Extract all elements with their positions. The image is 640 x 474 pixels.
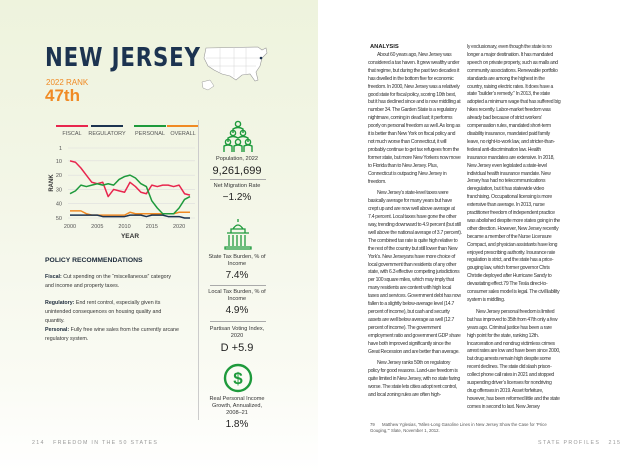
stat-state-tax: State Tax Burden, % of Income 7.4% — [205, 254, 269, 281]
divider — [210, 179, 266, 180]
divider — [210, 321, 266, 322]
page-title: NEW JERSEY — [45, 43, 201, 73]
people-icon — [223, 120, 253, 152]
footer-right: STATE PROFILES 215 — [538, 440, 621, 446]
stat-population: Population, 2022 9,261,699 — [205, 156, 269, 177]
left-page — [0, 0, 318, 474]
x-tick-label: 2010 — [118, 224, 130, 230]
analysis-column-2: ly exclusionary, even though the state i… — [467, 44, 561, 416]
legend-label: FISCAL — [62, 131, 82, 137]
stat-partisan-index: Partisan Voting Index, 2020 D +5.9 — [205, 326, 269, 354]
x-tick-label: 2005 — [91, 224, 103, 230]
policy-label: Personal: — [45, 327, 70, 333]
policy-heading: POLICY RECOMMENDATIONS — [45, 257, 143, 264]
dollar-icon: $ — [223, 363, 253, 393]
book-title: FREEDOM IN THE 50 STATES — [53, 440, 159, 446]
y-tick-label: 20 — [56, 173, 62, 179]
policy-personal: Personal: Fully free wine sales from the… — [45, 326, 180, 344]
policy-fiscal: Fiscal: Cut spending on the “miscellaneo… — [45, 273, 180, 291]
stat-value: 1.8% — [225, 419, 249, 430]
x-tick-label: 2000 — [64, 224, 76, 230]
stat-label: State Tax Burden, % of Income — [208, 254, 266, 267]
policy-text: Cut spending on the “miscellaneous” cate… — [45, 274, 172, 289]
series-line-fiscal — [69, 160, 191, 198]
series-line-regulatory — [70, 214, 190, 219]
y-axis-label: RANK — [49, 174, 55, 192]
stat-label: Partisan Voting Index, 2020 — [209, 326, 265, 339]
us-map-icon — [201, 46, 268, 91]
legend-label: OVERALL — [170, 131, 196, 137]
footnote-text: Matthew Yglesias, “Miles-Long Gasoline L… — [370, 422, 547, 433]
legend-label: REGULATORY — [88, 131, 126, 137]
y-tick-label: 30 — [56, 187, 62, 193]
paragraph: New Jersey ranks 50th on regulatory poli… — [368, 360, 460, 399]
stat-value: 7.4% — [225, 270, 249, 281]
footer-left: 214 FREEDOM IN THE 50 STATES — [32, 440, 158, 446]
right-page — [322, 0, 640, 474]
legend-item-personal: PERSONAL — [130, 125, 170, 137]
policy-text: Fully free wine sales from the currently… — [45, 327, 179, 342]
analysis-column-1: About 60 years ago, New Jersey was consi… — [368, 52, 462, 404]
policy-label: Regulatory: — [45, 300, 75, 306]
rank-label: 2022 RANK — [46, 78, 89, 87]
stat-label: Net Migration Rate — [213, 183, 261, 189]
paragraph: About 60 years ago, New Jersey was consi… — [368, 52, 461, 185]
footnote-number: 79 — [370, 422, 375, 427]
legend-swatch — [56, 125, 88, 127]
stat-label: Population, 2022 — [216, 156, 258, 162]
legend-swatch — [167, 125, 199, 127]
stat-label: Local Tax Burden, % of Income — [208, 289, 266, 302]
stat-value: 9,261,699 — [212, 165, 262, 177]
policy-label: Fiscal: — [45, 274, 62, 280]
page-number: 214 — [32, 440, 45, 446]
page-number: 215 — [608, 440, 622, 446]
paragraph: New Jersey’s state-level taxes were basi… — [368, 190, 462, 355]
divider — [210, 285, 266, 286]
policy-regulatory: Regulatory: End rent control, especially… — [45, 299, 180, 326]
x-tick-label: 2015 — [146, 224, 158, 230]
x-axis-label: YEAR — [121, 233, 139, 240]
legend-item-fiscal: FISCAL — [52, 125, 92, 137]
legend-swatch — [134, 125, 166, 127]
legend-item-overall: OVERALL — [163, 125, 203, 137]
stat-label: Real Personal Income Growth, Annualized,… — [209, 396, 265, 416]
legend-item-regulatory: REGULATORY — [87, 125, 127, 137]
y-tick-label: 50 — [56, 216, 62, 222]
x-tick-label: 2020 — [173, 224, 185, 230]
y-tick-label: 1 — [59, 146, 62, 152]
rank-value: 47th — [45, 86, 80, 105]
section-title: STATE PROFILES — [538, 440, 601, 446]
paragraph: New Jersey personal freedom is limited b… — [467, 308, 561, 410]
stat-value: D +5.9 — [220, 342, 254, 354]
stat-local-tax: Local Tax Burden, % of Income 4.9% — [205, 289, 269, 316]
stat-value: −1.2% — [222, 192, 252, 203]
legend-label: PERSONAL — [135, 131, 165, 137]
capitol-icon — [224, 219, 252, 250]
svg-text:$: $ — [233, 369, 243, 388]
paragraph: ly exclusionary, even though the state i… — [467, 44, 561, 303]
legend-swatch — [91, 125, 123, 127]
series-line-personal — [69, 174, 191, 215]
stat-income-growth: Real Personal Income Growth, Annualized,… — [205, 396, 269, 430]
stat-value: 4.9% — [225, 305, 249, 316]
footnote: 79 Matthew Yglesias, “Miles-Long Gasoline… — [370, 422, 560, 433]
analysis-heading: ANALYSIS — [370, 44, 399, 50]
y-tick-label: 10 — [56, 159, 62, 165]
divider — [198, 120, 199, 420]
stat-net-migration: Net Migration Rate −1.2% — [205, 183, 269, 203]
y-tick-label: 40 — [56, 202, 62, 208]
policy-text: End rent control, especially given its u… — [45, 300, 162, 324]
